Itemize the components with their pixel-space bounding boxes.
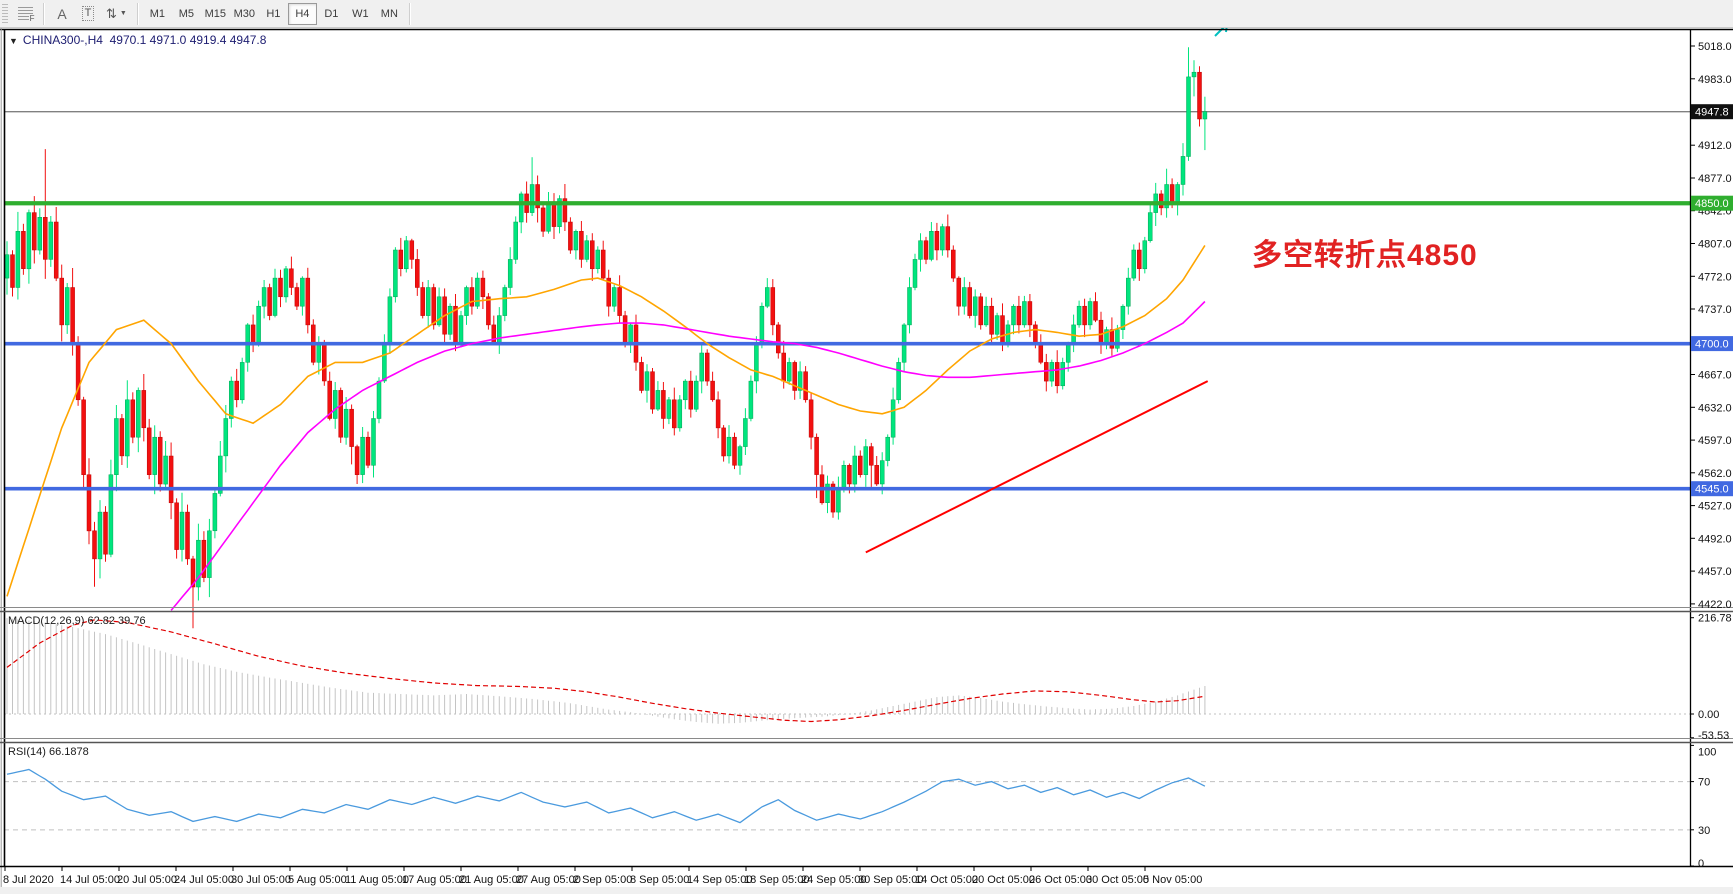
time-tick-label: 5 Aug 05:00 (288, 874, 347, 886)
time-tick-label: 14 Oct 05:00 (915, 874, 978, 886)
time-tick-label: 8 Sep 05:00 (630, 874, 689, 886)
macd-signal-line (6, 619, 1205, 723)
arrows-icon: ⇅ (106, 5, 117, 21)
timeframe-button-m1[interactable]: M1 (143, 3, 172, 25)
time-tick-label: 20 Jul 05:00 (117, 874, 177, 886)
toolbar: F A T ⇅ ▼ M1 M5 M15 M30 H1 H4 D1 W1 MN (0, 0, 1733, 28)
time-tick-label: 17 Aug 05:00 (402, 874, 467, 886)
t-box-icon: T (81, 6, 95, 21)
price-badge-label: 4947.8 (1695, 107, 1729, 119)
price-tick-label: 4562.0 (1698, 468, 1732, 480)
time-tick-label: 20 Oct 05:00 (972, 874, 1035, 886)
timeframe-button-m15[interactable]: M15 (201, 3, 230, 25)
symbol-dropdown-icon[interactable]: ▼ (9, 36, 18, 46)
time-tick-label: 26 Oct 05:00 (1029, 874, 1092, 886)
time-tick-label: 8 Jul 2020 (3, 874, 54, 886)
toolbar-separator (43, 2, 44, 25)
time-tick-label: 2 Sep 05:00 (573, 874, 632, 886)
symbol-ohlc-text: CHINA300-,H4 4970.1 4971.0 4919.4 4947.8 (22, 33, 267, 47)
time-tick-label: 27 Aug 05:00 (516, 874, 581, 886)
macd-scale-label: -53.53 (1698, 730, 1729, 742)
timeframe-button-h4[interactable]: H4 (287, 2, 317, 25)
price-tick-label: 4983.0 (1698, 74, 1732, 86)
price-badge-4545.0 (1691, 481, 1733, 497)
toolbar-separator (136, 2, 138, 25)
price-tick-label: 4807.0 (1698, 239, 1732, 251)
rsi-scale-label: 70 (1698, 777, 1710, 789)
price-tick-label: 4737.0 (1698, 304, 1732, 316)
rsi-line (6, 768, 1206, 824)
price-badge-label: 4700.0 (1695, 339, 1729, 351)
timeframe-button-group: M1 M5 M15 M30 H1 H4 D1 W1 MN (143, 2, 404, 25)
price-badge-4850.0 (1691, 195, 1733, 211)
timeframe-button-w1[interactable]: W1 (346, 3, 375, 25)
price-tick-label: 5018.0 (1698, 41, 1732, 53)
price-tick-label: 4877.0 (1698, 173, 1732, 185)
time-tick-label: 30 Oct 05:00 (1086, 874, 1149, 886)
timeframe-button-d1[interactable]: D1 (317, 3, 346, 25)
rsi-indicator-label: RSI(14) 66.1878 (8, 746, 89, 758)
rsi-scale-label: 100 (1698, 746, 1716, 758)
time-tick-label: 21 Aug 05:00 (459, 874, 524, 886)
chart-annotation-text[interactable]: 多空转折点4850 (1252, 239, 1478, 272)
price-tick-label: 4632.0 (1698, 402, 1732, 414)
chart-grid-f-button[interactable]: F (12, 3, 38, 25)
time-tick-label: 11 Aug 05:00 (345, 874, 409, 886)
price-badge-4700.0 (1691, 336, 1733, 352)
timeframe-button-m5[interactable]: M5 (172, 3, 201, 25)
rsi-scale-label: 30 (1698, 825, 1710, 837)
macd-indicator-label: MACD(12,26,9) 62.82 39.76 (8, 615, 146, 627)
time-tick-label: 30 Sep 05:00 (858, 874, 923, 886)
price-badge-label: 4545.0 (1695, 484, 1729, 496)
trend-line[interactable] (865, 380, 1209, 554)
macd-scale-label: 0.00 (1698, 709, 1719, 721)
time-tick-label: 30 Jul 05:00 (231, 874, 291, 886)
toolbar-separator (408, 2, 410, 25)
time-tick-label: 24 Jul 05:00 (174, 874, 234, 886)
time-tick-label: 14 Sep 05:00 (687, 874, 752, 886)
price-tick-label: 4527.0 (1698, 501, 1732, 513)
time-tick-label: 24 Sep 05:00 (801, 874, 866, 886)
price-tick-label: 4912.0 (1698, 140, 1732, 152)
insert-label-t-button[interactable]: T (75, 3, 101, 25)
time-tick-label: 18 Sep 05:00 (744, 874, 809, 886)
timeframe-button-h1[interactable]: H1 (259, 3, 288, 25)
dropdown-arrow-icon: ▼ (119, 10, 127, 17)
price-tick-label: 4667.0 (1698, 370, 1732, 382)
symbol-title[interactable]: ▼ CHINA300-,H4 4970.1 4971.0 4919.4 4947.… (9, 33, 266, 47)
toolbar-drag-handle[interactable] (2, 3, 8, 24)
timeframe-button-mn[interactable]: MN (375, 3, 404, 25)
price-tick-label: 4422.0 (1698, 599, 1732, 611)
insert-text-a-button[interactable]: A (49, 3, 75, 25)
price-tick-label: 4457.0 (1698, 566, 1732, 578)
price-badge-label: 4850.0 (1695, 198, 1729, 210)
price-tick-label: 4492.0 (1698, 533, 1732, 545)
price-tick-label: 4597.0 (1698, 435, 1732, 447)
arrows-tool-button[interactable]: ⇅ ▼ (101, 3, 132, 25)
price-badge-4947.8 (1691, 104, 1733, 120)
macd-scale-label: 216.78 (1698, 613, 1732, 625)
price-tick-label: 4772.0 (1698, 271, 1732, 283)
rsi-scale-label: 0 (1698, 858, 1704, 870)
time-tick-label: 14 Jul 05:00 (60, 874, 120, 886)
grid-f-icon: F (17, 7, 35, 23)
timeframe-button-m30[interactable]: M30 (230, 3, 259, 25)
time-tick-label: 5 Nov 05:00 (1143, 874, 1202, 886)
